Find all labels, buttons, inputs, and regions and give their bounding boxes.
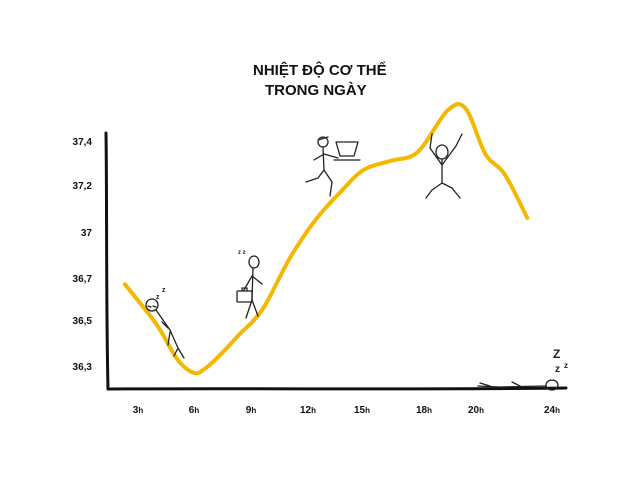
svg-text:z z: z z	[238, 250, 246, 256]
y-tick-label: 36,5	[73, 316, 93, 327]
y-tick-label: 36,7	[73, 274, 93, 285]
svg-text:z: z	[156, 294, 160, 301]
svg-text:Z: Z	[553, 347, 560, 361]
x-tick-labels: 3h 6h 9h 12h 15h 18h 20h 24h	[133, 405, 560, 416]
y-tick-label: 36,3	[73, 362, 93, 373]
y-tick-label: 37,2	[73, 181, 93, 192]
lying-down-person-illustration: Z z z	[477, 347, 568, 391]
svg-text:z: z	[162, 287, 166, 294]
cheering-person-illustration	[425, 133, 463, 199]
x-tick-label: 20h	[468, 405, 484, 416]
temperature-series-line	[122, 102, 530, 376]
x-tick-label: 18h	[416, 405, 432, 416]
y-tick-labels: 37,4 37,2 37 36,7 36,5 36,3	[73, 137, 93, 373]
y-axis	[104, 131, 110, 391]
sleeping-person-illustration: z z	[145, 287, 185, 359]
x-tick-label: 9h	[246, 405, 257, 416]
x-tick-label: 15h	[354, 405, 370, 416]
x-tick-label: 6h	[189, 405, 200, 416]
y-tick-label: 37,4	[73, 137, 93, 148]
x-axis	[106, 386, 568, 391]
svg-text:z: z	[564, 361, 568, 370]
svg-text:z: z	[555, 364, 560, 375]
x-tick-label: 12h	[300, 405, 316, 416]
commuter-with-briefcase-illustration: z z	[236, 250, 263, 319]
x-tick-label: 3h	[133, 405, 144, 416]
y-tick-label: 37	[81, 228, 93, 239]
x-tick-label: 24h	[544, 405, 560, 416]
working-person-with-laptop-illustration	[305, 136, 361, 197]
chart-subtitle: TRONG NGÀY	[265, 82, 367, 99]
chart-title: NHIỆT ĐỘ CƠ THỂ	[253, 62, 387, 79]
